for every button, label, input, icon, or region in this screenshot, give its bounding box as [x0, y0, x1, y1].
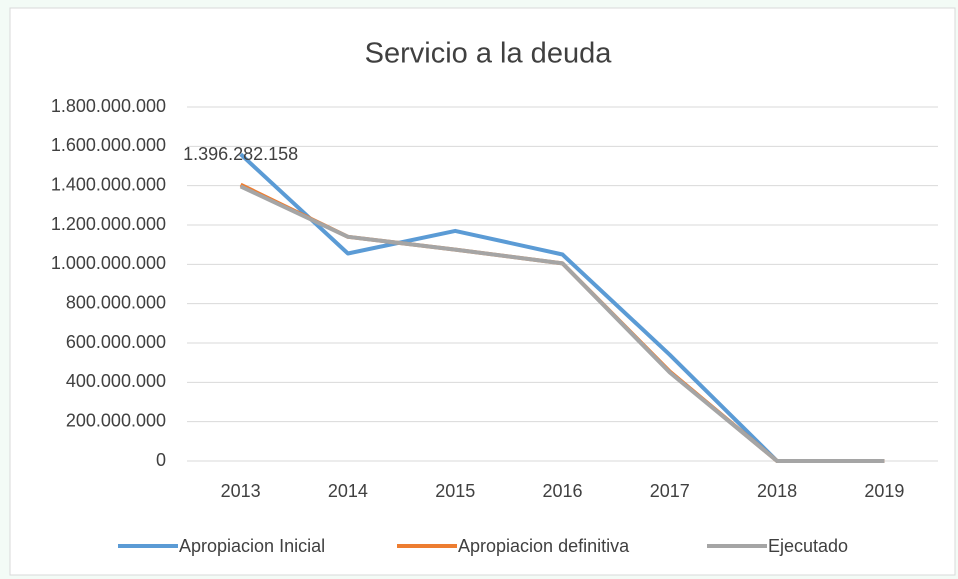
y-tick-label: 1.200.000.000	[51, 214, 166, 234]
y-tick-label: 800.000.000	[66, 292, 166, 312]
y-tick-label: 600.000.000	[66, 332, 166, 352]
chart-area	[9, 7, 956, 576]
series-line	[239, 184, 885, 463]
x-tick-label: 2017	[650, 481, 690, 501]
x-tick-label: 2018	[757, 481, 797, 501]
chart-title: Servicio a la deuda	[365, 38, 613, 70]
legend-label: Apropiacion Inicial	[179, 536, 325, 556]
x-tick-label: 2014	[328, 481, 368, 501]
y-tick-label: 1.000.000.000	[51, 253, 166, 273]
legend-label: Ejecutado	[768, 536, 848, 556]
y-tick-label: 200.000.000	[66, 410, 166, 430]
y-tick-label: 1.400.000.000	[51, 174, 166, 194]
x-tick-label: 2016	[542, 481, 582, 501]
y-tick-label: 0	[156, 450, 166, 470]
y-tick-label: 400.000.000	[66, 371, 166, 391]
x-tick-label: 2019	[864, 481, 904, 501]
legend-label: Apropiacion definitiva	[458, 536, 630, 556]
data-label: 1.396.282.158	[183, 144, 298, 164]
y-tick-label: 1.600.000.000	[51, 135, 166, 155]
y-tick-label: 1.800.000.000	[51, 96, 166, 116]
x-tick-label: 2015	[435, 481, 475, 501]
x-tick-label: 2013	[221, 481, 261, 501]
